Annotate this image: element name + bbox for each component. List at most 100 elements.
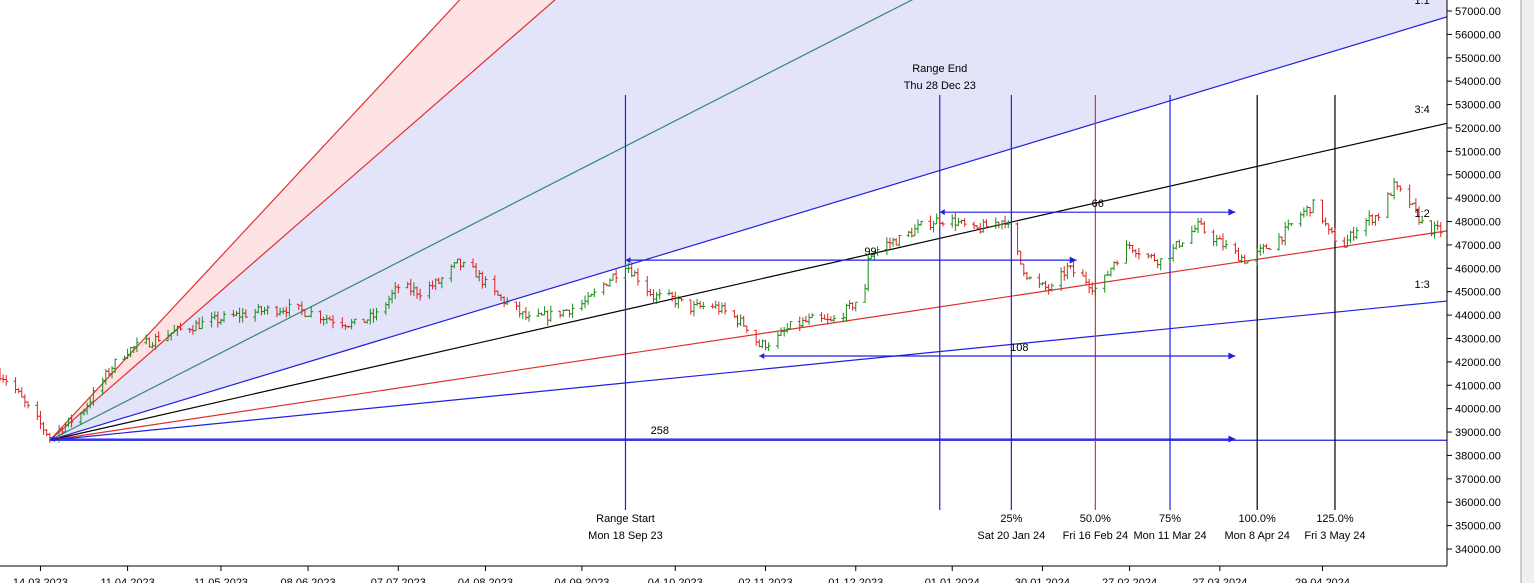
y-tick-label: 50000.00 (1455, 170, 1501, 182)
ohlc-bar (897, 234, 902, 247)
ohlc-bar (69, 414, 74, 428)
ohlc-bar (993, 217, 998, 229)
ohlc-bar (800, 317, 805, 328)
ohlc-bar (891, 237, 896, 247)
x-tick-label: 01.12.2023 (828, 577, 883, 583)
count-arrow (939, 208, 1236, 216)
x-tick-label: 11.05.2023 (194, 577, 248, 583)
ohlc-bar (645, 276, 650, 297)
fan-fill-blue (49, 0, 1447, 441)
ohlc-bar (807, 313, 812, 325)
range-start-title: Range Start (596, 513, 655, 525)
ohlc-bar (520, 311, 525, 320)
ohlc-bar (844, 303, 849, 323)
ohlc-bar (579, 299, 584, 311)
y-tick-label: 45000.00 (1455, 287, 1501, 299)
fan-label: 1:1 (1414, 0, 1429, 7)
count-arrow-tail (49, 436, 55, 443)
ohlc-bar (222, 311, 227, 323)
count-arrow (759, 352, 1236, 360)
ohlc-bar (810, 313, 815, 318)
ohlc-bar (667, 289, 672, 296)
count-label: 108 (1010, 342, 1028, 354)
x-tick-label: 14.03.2023 (13, 577, 68, 583)
y-tick-label: 34000.00 (1455, 544, 1501, 556)
ohlc-bar (757, 339, 762, 348)
ohlc-bar (884, 237, 889, 256)
x-tick-label: 30.01.2024 (1015, 577, 1070, 583)
ohlc-bar (200, 316, 205, 330)
ohlc-bar (797, 316, 802, 332)
ohlc-bar (1245, 260, 1250, 264)
ohlc-bar (287, 298, 292, 317)
ohlc-bar (1084, 271, 1089, 286)
ohlc-bar (1385, 192, 1390, 218)
ohlc-bar (940, 221, 945, 227)
ohlc-bar (819, 312, 824, 323)
ohlc-bar (178, 322, 183, 331)
ohlc-bar (735, 314, 740, 328)
ohlc-bar (396, 284, 401, 294)
ohlc-bar (788, 321, 793, 330)
ohlc-bar (763, 339, 768, 351)
ohlc-bar (1174, 241, 1179, 250)
x-tick-label: 02.11.2023 (738, 577, 792, 583)
ohlc-bar (1392, 177, 1397, 200)
ohlc-bar (1124, 240, 1129, 264)
y-tick-label: 43000.00 (1455, 333, 1501, 345)
ohlc-bar (1087, 278, 1092, 294)
ohlc-bar (782, 326, 787, 337)
ohlc-bar (483, 276, 488, 288)
y-tick-label: 48000.00 (1455, 217, 1501, 229)
ohlc-bar (243, 309, 248, 318)
ohlc-bar (1329, 226, 1334, 234)
range-end-date: Thu 28 Dec 23 (904, 80, 976, 92)
ohlc-bar (912, 224, 917, 237)
y-tick-label: 54000.00 (1455, 76, 1501, 88)
ohlc-bar (536, 308, 541, 318)
price-bars (0, 177, 1443, 443)
ohlc-bar (1196, 217, 1201, 233)
y-tick-label: 47000.00 (1455, 240, 1501, 252)
x-tick-label: 29.04.2024 (1295, 577, 1350, 583)
ohlc-bar (1283, 221, 1288, 246)
cycle-date: Fri 16 Feb 24 (1063, 530, 1128, 542)
ohlc-bar (775, 330, 780, 349)
ohlc-bar (1003, 215, 1008, 229)
ohlc-bar (13, 377, 18, 394)
y-tick-label: 52000.00 (1455, 123, 1501, 135)
ohlc-bar (1298, 211, 1303, 227)
x-tick-label: 27.03.2024 (1192, 577, 1247, 583)
fan-line-1-8 (49, 0, 461, 441)
ohlc-bar (754, 329, 759, 346)
y-tick-label: 55000.00 (1455, 53, 1501, 65)
ohlc-bar (673, 291, 678, 308)
ohlc-bar (1258, 244, 1263, 256)
ohlc-bar (1130, 244, 1135, 254)
ohlc-bar (1037, 273, 1042, 288)
ohlc-bar (1354, 227, 1359, 240)
ohlc-bar (984, 219, 989, 227)
ohlc-bar (915, 219, 920, 234)
y-tick-label: 41000.00 (1455, 380, 1501, 392)
ohlc-bar (22, 394, 27, 408)
chart-annotations: 1:1 3:4 1:2 1:3 25% 50.0% 75% 100.0% 125.0% Sat 2… (588, 0, 1430, 542)
fan-line-1-2 (49, 230, 1447, 441)
ohlc-bar (1071, 261, 1076, 278)
ohlc-bar (934, 213, 939, 225)
ohlc-bar (950, 214, 955, 228)
ohlc-bar (1189, 225, 1194, 244)
y-tick-label: 40000.00 (1455, 404, 1501, 416)
ohlc-bar (1136, 247, 1141, 260)
ohlc-bar (1224, 239, 1229, 249)
ohlc-bar (330, 315, 335, 329)
ohlc-bar (517, 301, 522, 318)
ohlc-bar (523, 307, 528, 320)
count-arrow-head (1069, 256, 1077, 264)
x-tick-label: 04.09.2023 (554, 577, 609, 583)
fan-label: 1:3 (1414, 279, 1429, 291)
y-tick-label: 35000.00 (1455, 521, 1501, 533)
ohlc-bar (716, 301, 721, 315)
ohlc-bar (1438, 222, 1443, 238)
fan-line-1-6 (49, 0, 556, 441)
